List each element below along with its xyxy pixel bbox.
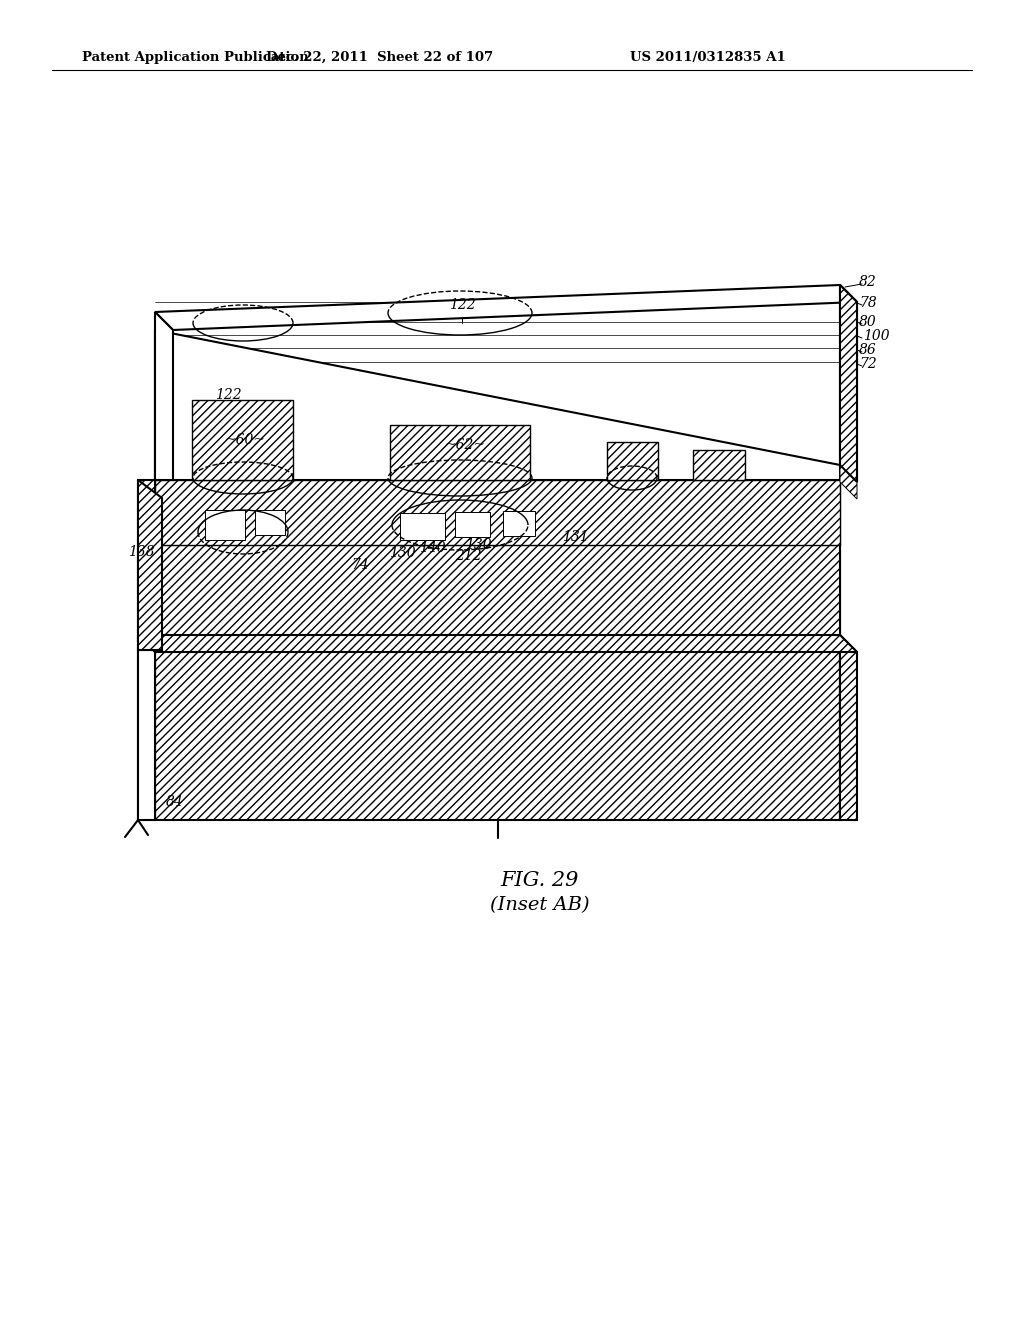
Text: (Inset AB): (Inset AB) [490,896,590,913]
Polygon shape [840,302,857,337]
Polygon shape [155,312,173,480]
Text: 140: 140 [419,541,445,554]
Polygon shape [155,545,840,640]
Polygon shape [255,510,285,535]
Text: Dec. 22, 2011  Sheet 22 of 107: Dec. 22, 2011 Sheet 22 of 107 [266,50,494,63]
Text: 122: 122 [215,388,242,403]
Polygon shape [155,285,857,330]
Polygon shape [840,285,857,482]
Text: 84: 84 [166,795,184,809]
Text: 122: 122 [449,298,475,312]
Text: 82: 82 [859,275,877,289]
Polygon shape [155,330,840,480]
Text: ~60~: ~60~ [224,433,265,447]
Text: US 2011/0312835 A1: US 2011/0312835 A1 [630,50,785,63]
Polygon shape [840,635,857,820]
Polygon shape [840,285,857,482]
Polygon shape [400,513,445,540]
Text: ~62~: ~62~ [444,438,485,451]
Text: 138: 138 [128,545,155,558]
Polygon shape [155,649,840,820]
Text: 100: 100 [862,329,889,343]
Text: 72: 72 [859,356,877,371]
Polygon shape [607,442,658,480]
Polygon shape [693,450,745,480]
Polygon shape [138,635,857,652]
Polygon shape [840,319,857,348]
Text: Patent Application Publication: Patent Application Publication [82,50,309,63]
Text: 80: 80 [859,315,877,329]
Text: 130: 130 [465,539,492,552]
Polygon shape [840,345,857,378]
Text: 74: 74 [351,558,369,572]
Text: FIG. 29: FIG. 29 [501,870,580,890]
Text: 78: 78 [859,296,877,310]
Polygon shape [455,512,490,537]
Polygon shape [205,510,245,540]
Polygon shape [503,511,535,536]
Text: 212: 212 [455,549,481,564]
Polygon shape [155,480,840,545]
Text: 131: 131 [562,531,589,544]
Text: 130: 130 [389,546,416,560]
Polygon shape [138,649,155,820]
Polygon shape [193,400,293,480]
Polygon shape [840,360,857,499]
Polygon shape [390,425,530,480]
Polygon shape [840,333,857,362]
Text: 86: 86 [859,343,877,356]
Polygon shape [138,480,162,649]
Polygon shape [138,480,155,640]
